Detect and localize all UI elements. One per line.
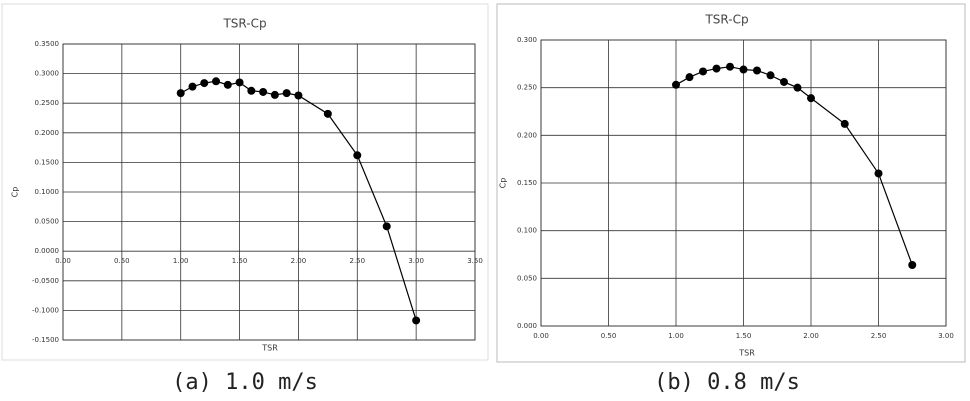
- caption: (b) 0.8 m/s: [654, 370, 800, 395]
- point: [353, 151, 362, 160]
- point: [176, 89, 185, 98]
- panel-frame: [496, 3, 966, 363]
- x-tick-label: 1.00: [668, 332, 684, 340]
- point: [807, 94, 815, 103]
- x-tick-label: 1.50: [736, 332, 752, 340]
- y-tick-label: 0.3500: [35, 40, 60, 48]
- y-axis-label: Cp: [11, 187, 20, 198]
- y-tick-label: 0.1500: [35, 158, 60, 166]
- point: [382, 222, 391, 231]
- point: [699, 67, 707, 76]
- x-tick-label: 1.00: [173, 257, 189, 265]
- y-tick-label: 0.150: [517, 179, 537, 187]
- caption: (a) 1.0 m/s: [172, 370, 318, 395]
- point: [780, 77, 788, 86]
- y-axis-label: Cp: [499, 178, 508, 189]
- y-tick-label: -0.0500: [32, 277, 59, 285]
- point: [247, 86, 256, 95]
- x-tick-label: 1.50: [232, 257, 248, 265]
- panel-frame: [1, 3, 489, 361]
- x-tick-label: 0.50: [601, 332, 617, 340]
- point: [323, 109, 332, 118]
- point: [874, 169, 883, 178]
- line: [675, 66, 913, 266]
- x-tick-label: 0.00: [55, 257, 71, 265]
- point: [188, 82, 197, 91]
- x-tick-label: 3.00: [938, 332, 954, 340]
- point: [200, 79, 209, 88]
- point: [840, 119, 849, 128]
- y-tick-label: -0.1000: [32, 306, 59, 314]
- chart-title: TSR-Cp: [704, 13, 748, 27]
- x-axis-label: TSR: [261, 344, 278, 353]
- point: [259, 87, 268, 96]
- y-tick-label: -0.1500: [32, 336, 59, 344]
- point: [235, 78, 244, 87]
- y-tick-label: 0.0500: [35, 218, 60, 226]
- point: [294, 91, 303, 100]
- x-tick-label: 0.00: [533, 332, 549, 340]
- point: [726, 62, 734, 71]
- y-tick-label: 0.1000: [35, 188, 60, 196]
- x-axis-label: TSR: [738, 349, 755, 358]
- point: [793, 83, 802, 92]
- point: [672, 80, 680, 89]
- y-tick-label: 0.2000: [35, 129, 60, 137]
- x-tick-label: 2.50: [349, 257, 365, 265]
- y-tick-label: 0.3000: [35, 70, 60, 78]
- y-tick-label: 0.300: [517, 36, 537, 44]
- y-tick-label: 0.200: [517, 131, 537, 139]
- point: [212, 77, 221, 86]
- y-tick-label: 0.050: [517, 274, 537, 282]
- y-tick-label: 0.0000: [35, 247, 60, 255]
- point: [766, 71, 775, 80]
- y-tick-label: 0.2500: [35, 99, 60, 107]
- x-tick-label: 0.50: [114, 257, 130, 265]
- point: [712, 64, 721, 73]
- y-tick-label: 0.000: [517, 322, 537, 330]
- point: [223, 80, 232, 89]
- point: [739, 65, 748, 74]
- x-tick-label: 2.00: [291, 257, 307, 265]
- point: [685, 73, 694, 82]
- point: [753, 66, 761, 75]
- point: [270, 90, 279, 99]
- point: [282, 89, 291, 98]
- x-tick-label: 2.50: [871, 332, 887, 340]
- y-tick-label: 0.100: [517, 227, 537, 235]
- y-tick-label: 0.250: [517, 84, 537, 92]
- point: [908, 260, 917, 269]
- point: [412, 316, 421, 325]
- chart-title: TSR-Cp: [222, 17, 266, 31]
- x-tick-label: 3.00: [408, 257, 424, 265]
- x-tick-label: 3.50: [467, 257, 483, 265]
- x-tick-label: 2.00: [803, 332, 819, 340]
